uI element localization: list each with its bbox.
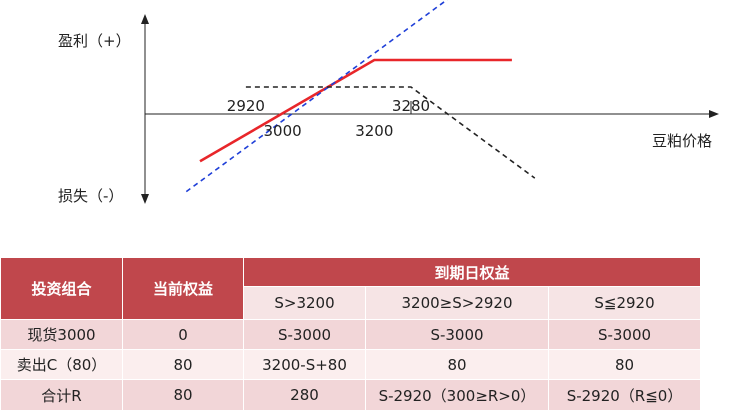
x-axis-arrow	[709, 110, 719, 118]
row-case-2: 80	[365, 349, 549, 380]
tick-label-3280: 3280	[392, 97, 430, 115]
table-row: 现货3000 0 S-3000 S-3000 S-3000	[0, 319, 702, 350]
y-label-loss: 损失（-）	[58, 187, 123, 205]
row-case-3: S-2920（R≦0）	[547, 379, 702, 411]
row-case-2: S-2920（300≥R>0）	[365, 379, 549, 411]
header-case-1: S>3200	[243, 286, 366, 320]
y-label-profit: 盈利（+）	[58, 32, 131, 50]
header-case-3: S≦2920	[547, 286, 702, 320]
row-name: 卖出C（80）	[0, 349, 123, 380]
row-case-1: 3200-S+80	[243, 349, 366, 380]
portfolio-table: 投资组合 当前权益 到期日权益 S>3200 3200≥S>2920 S≦292…	[0, 257, 702, 411]
row-current: 80	[122, 379, 244, 411]
row-case-3: S-3000	[547, 319, 702, 350]
x-axis-label: 豆粕价格	[652, 132, 712, 150]
y-axis-arrow-down	[141, 194, 149, 204]
row-name: 现货3000	[0, 319, 123, 350]
series-layer	[185, 0, 536, 193]
header-expiry-equity: 到期日权益	[242, 257, 702, 287]
row-name: 合计R	[0, 379, 123, 411]
series-line-2	[185, 0, 449, 193]
row-case-3: 80	[547, 349, 702, 380]
header-portfolio: 投资组合	[0, 257, 123, 320]
row-case-2: S-3000	[365, 319, 549, 350]
header-case-2: 3200≥S>2920	[365, 286, 549, 320]
row-current: 80	[122, 349, 244, 380]
tick-label-3200: 3200	[355, 122, 393, 140]
tick-label-layer: 2920 3000 3200 3280	[227, 97, 430, 140]
header-current-equity: 当前权益	[122, 257, 244, 320]
series-line-3	[245, 86, 536, 179]
row-case-1: S-3000	[243, 319, 366, 350]
row-current: 0	[122, 319, 244, 350]
y-axis-arrow-up	[141, 14, 149, 24]
tick-label-2920: 2920	[227, 97, 265, 115]
table-row: 卖出C（80） 80 3200-S+80 80 80	[0, 349, 702, 380]
row-case-1: 280	[243, 379, 366, 411]
tick-label-3000: 3000	[264, 122, 302, 140]
table-row: 合计R 80 280 S-2920（300≥R>0） S-2920（R≦0）	[0, 379, 702, 411]
series-line-1	[199, 58, 512, 163]
payoff-chart: 盈利（+） 损失（-） 豆粕价格 2920 3000 3200 3280	[58, 0, 719, 205]
